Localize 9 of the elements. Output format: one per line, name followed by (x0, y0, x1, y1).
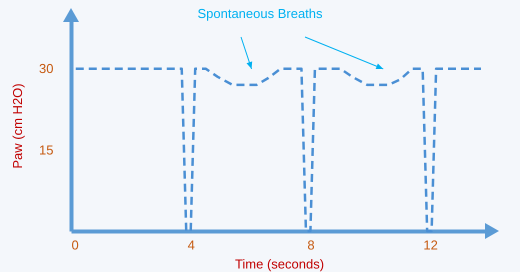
x-tick-label: 0 (72, 238, 79, 252)
annotation: Spontaneous Breaths (197, 6, 324, 21)
y-tick-label: 30 (39, 61, 54, 76)
x-tick-label: 8 (307, 238, 315, 252)
x-tick-label: 4 (188, 238, 195, 252)
y-tick-label: 15 (39, 142, 54, 158)
y-axis-title: Paw (cm H2O) (10, 83, 26, 169)
x-axis-title: Time (seconds) (234, 256, 324, 272)
x-tick-label: 12 (423, 238, 438, 252)
